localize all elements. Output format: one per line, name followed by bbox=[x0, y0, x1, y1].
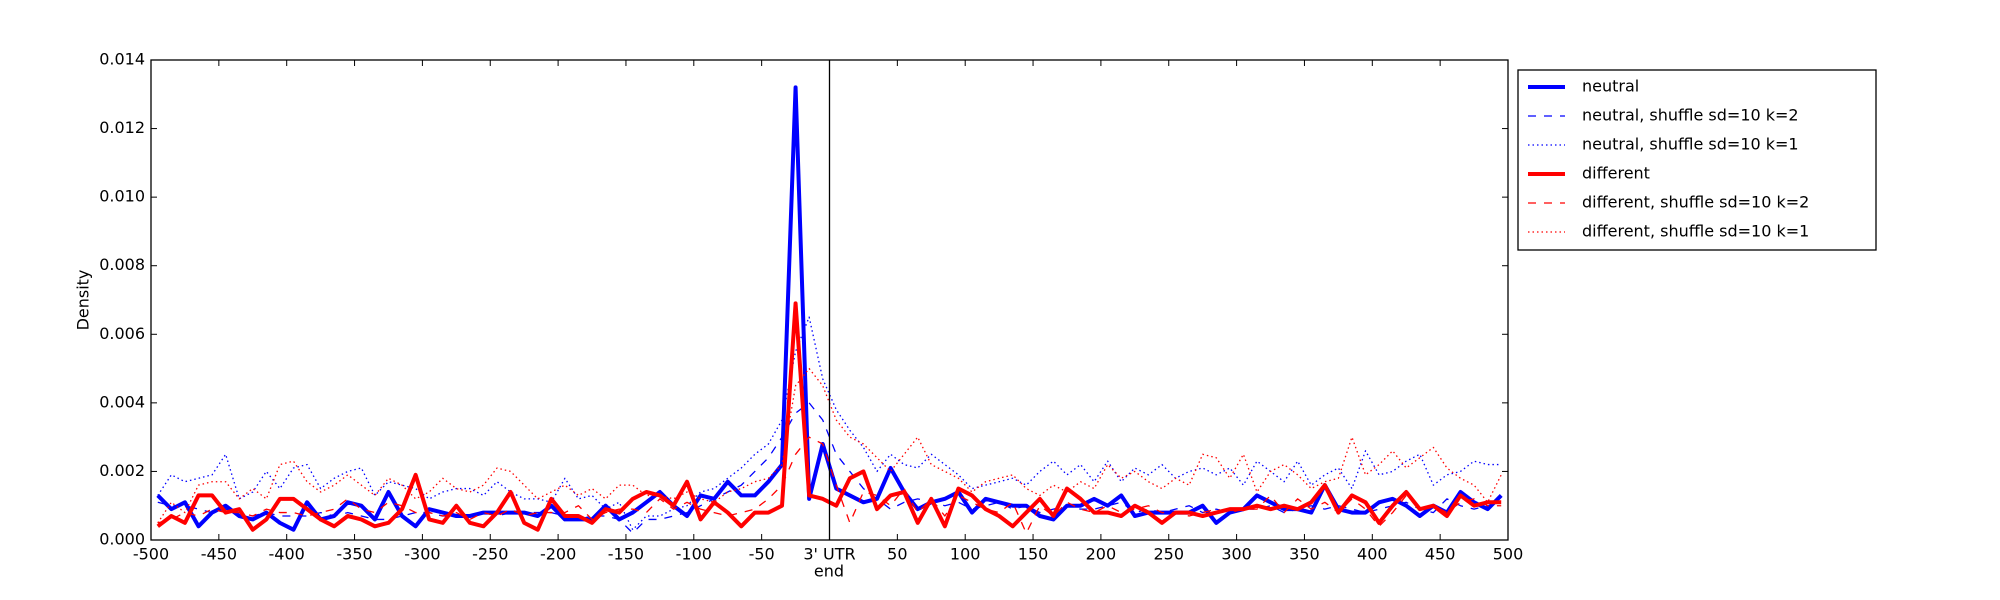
y-tick-label: 0.000 bbox=[99, 530, 145, 549]
y-tick-label: 0.012 bbox=[99, 118, 145, 137]
x-tick-label: -200 bbox=[540, 545, 576, 564]
legend-label: neutral, shuffle sd=10 k=2 bbox=[1582, 106, 1799, 125]
x-tick-label: 450 bbox=[1425, 545, 1456, 564]
y-tick-label: 0.006 bbox=[99, 324, 145, 343]
x-tick-label: 3' UTR bbox=[803, 545, 855, 564]
x-tick-label: -100 bbox=[676, 545, 712, 564]
x-tick-label: -50 bbox=[749, 545, 775, 564]
x-tick-label: -150 bbox=[608, 545, 644, 564]
x-tick-label: 50 bbox=[887, 545, 907, 564]
legend-label: different, shuffle sd=10 k=2 bbox=[1582, 193, 1809, 212]
x-tick-label: 500 bbox=[1493, 545, 1524, 564]
y-tick-label: 0.014 bbox=[99, 50, 145, 69]
x-tick-label: -500 bbox=[133, 545, 169, 564]
x-tick-label: -250 bbox=[472, 545, 508, 564]
legend-label: different, shuffle sd=10 k=1 bbox=[1582, 222, 1809, 241]
legend-label: different bbox=[1582, 164, 1650, 183]
x-tick-label: -450 bbox=[201, 545, 237, 564]
x-tick-label: 350 bbox=[1289, 545, 1320, 564]
y-tick-label: 0.008 bbox=[99, 255, 145, 274]
x-tick-label: -350 bbox=[336, 545, 372, 564]
series-line bbox=[157, 316, 1502, 531]
x-tick-label: 150 bbox=[1018, 545, 1049, 564]
x-tick-label: 200 bbox=[1086, 545, 1117, 564]
y-tick-label: 0.002 bbox=[99, 461, 145, 480]
x-tick-label: 100 bbox=[950, 545, 981, 564]
legend-box bbox=[1517, 69, 1877, 251]
y-tick-label: 0.004 bbox=[99, 392, 145, 411]
x-tick-label: -300 bbox=[404, 545, 440, 564]
x-tick-label: -400 bbox=[269, 545, 305, 564]
plot-frame bbox=[150, 59, 1509, 541]
legend-label: neutral bbox=[1582, 77, 1639, 96]
y-tick-label: 0.010 bbox=[99, 187, 145, 206]
x-tick-label: 400 bbox=[1357, 545, 1388, 564]
x-tick-label: 300 bbox=[1221, 545, 1252, 564]
series-line bbox=[157, 436, 1502, 534]
x-tick-label: 250 bbox=[1153, 545, 1184, 564]
x-axis-label: end bbox=[814, 562, 844, 581]
y-axis-label: Density bbox=[74, 270, 93, 331]
legend-label: neutral, shuffle sd=10 k=1 bbox=[1582, 135, 1799, 154]
